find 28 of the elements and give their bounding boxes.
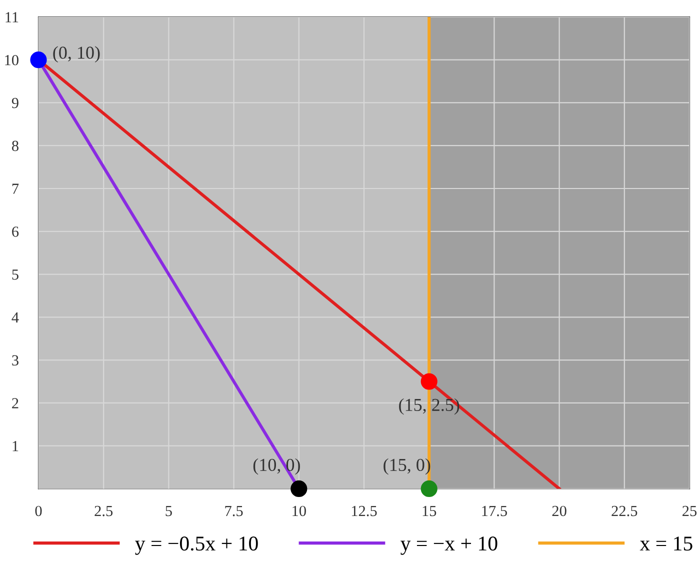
x-tick-label: 25 [682, 506, 697, 516]
x-tick-label: 2.5 [94, 506, 113, 516]
y-tick-label: 5 [12, 270, 18, 280]
legend-label: x = 15 [640, 536, 692, 551]
legend-label: y = −x + 10 [400, 536, 498, 555]
y-tick-label: 7 [12, 184, 19, 194]
x-tick-label: 7.5 [225, 506, 243, 516]
x-tick-label: 15 [422, 506, 436, 516]
y-tick-label: 4 [12, 312, 19, 322]
y-tick-label: 11 [6, 12, 18, 22]
annotation: (15, 2.5) [399, 398, 460, 415]
y-tick-label: 9 [12, 98, 18, 108]
y-tick-label: 6 [12, 226, 19, 237]
annotation: (0, 10) [53, 46, 100, 62]
x-tick-label: 0 [35, 506, 42, 516]
y-tick-label: 2 [12, 398, 18, 408]
y-tick-label: 10 [5, 54, 18, 66]
x-tick-label: 5 [166, 506, 172, 516]
x-tick-label: 12.5 [352, 506, 377, 516]
legend-label: y = −0.5x + 10 [135, 536, 258, 555]
x-tick-label: 17.5 [482, 506, 507, 516]
x-tick-label: 10 [292, 506, 306, 516]
y-tick-label: 3 [12, 355, 18, 366]
y-tick-label: 8 [12, 140, 18, 152]
y-tick-label: 1 [12, 441, 18, 452]
annotation: (10, 0) [253, 458, 300, 475]
x-tick-label: 22.5 [612, 506, 638, 516]
x-tick-label: 20 [552, 506, 566, 516]
